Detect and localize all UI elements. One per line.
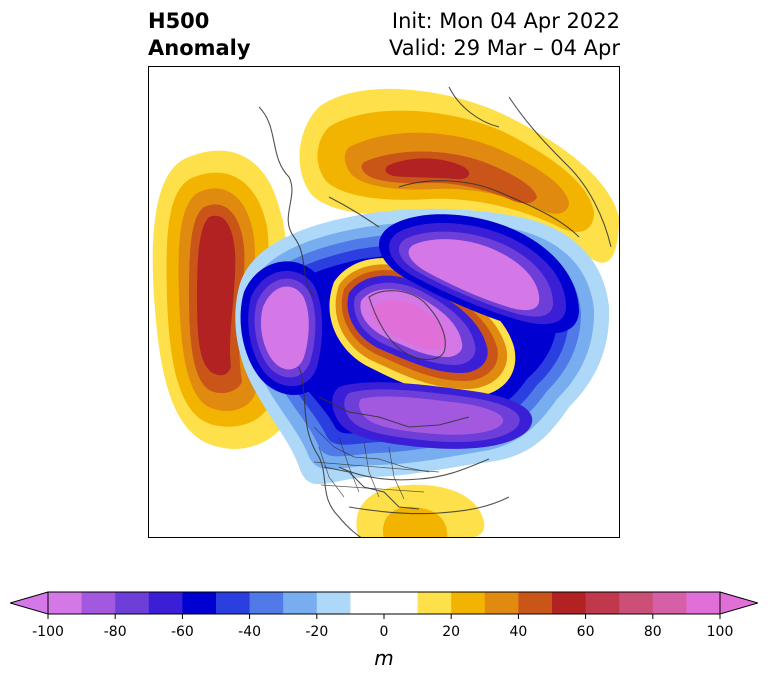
colorbar-segment xyxy=(585,592,620,614)
colorbar xyxy=(10,591,758,619)
positive-anomaly-eurasia-band xyxy=(299,88,619,263)
colorbar-tick-label: 100 xyxy=(706,624,734,640)
colorbar-segment xyxy=(249,592,284,614)
colorbar-tick-label: 40 xyxy=(509,624,528,640)
colorbar-segment xyxy=(619,592,654,614)
negative-anomaly-center-siberia xyxy=(378,214,579,334)
colorbar-unit-label: m xyxy=(374,646,394,670)
colorbar-tick-label: 80 xyxy=(643,624,662,640)
colorbar-extend-max xyxy=(719,591,758,615)
colorbar-segment xyxy=(384,592,419,614)
colorbar-tick-label: 0 xyxy=(379,624,389,640)
us-state-borders xyxy=(313,426,440,500)
colorbar-tick-label: -40 xyxy=(238,624,262,640)
map-subtitle: Init: Mon 04 Apr 2022 Valid: 29 Mar – 04… xyxy=(389,8,620,62)
title-line-1: H500 xyxy=(148,9,210,33)
negative-anomaly-center-alaska xyxy=(240,261,330,395)
negative-anomaly-trough-north-atlantic xyxy=(332,382,533,449)
positive-anomaly-gulf-of-mexico xyxy=(356,484,485,537)
anomaly-map xyxy=(148,66,620,538)
colorbar-segment xyxy=(48,592,83,614)
colorbar-tick-label: 60 xyxy=(576,624,595,640)
init-time-label: Init: Mon 04 Apr 2022 xyxy=(391,9,620,33)
title-line-2: Anomaly xyxy=(148,36,251,60)
colorbar-segment xyxy=(216,592,251,614)
colorbar-segment xyxy=(115,592,150,614)
colorbar-segment xyxy=(350,592,385,614)
colorbar-segment xyxy=(686,592,721,614)
colorbar-segment xyxy=(484,592,519,614)
colorbar-segment xyxy=(316,592,351,614)
colorbar-segment xyxy=(81,592,116,614)
colorbar-tick-label: -100 xyxy=(32,624,64,640)
colorbar-tick-label: -60 xyxy=(170,624,194,640)
anomaly-map-canvas xyxy=(149,67,619,537)
colorbar-segment xyxy=(552,592,587,614)
colorbar-segment xyxy=(518,592,553,614)
colorbar-tick-label: -80 xyxy=(103,624,127,640)
map-title: H500 Anomaly xyxy=(148,8,251,62)
colorbar-extend-min xyxy=(10,591,49,615)
colorbar-segment xyxy=(283,592,318,614)
colorbar-segment xyxy=(182,592,217,614)
colorbar-segment xyxy=(417,592,452,614)
colorbar-tick-label: -20 xyxy=(305,624,329,640)
valid-period-label: Valid: 29 Mar – 04 Apr xyxy=(389,36,620,60)
colorbar-segment xyxy=(148,592,183,614)
coastlines-and-borders xyxy=(258,86,612,537)
colorbar-segment xyxy=(652,592,687,614)
colorbar-tick-label: 20 xyxy=(442,624,461,640)
colorbar-segment xyxy=(451,592,486,614)
